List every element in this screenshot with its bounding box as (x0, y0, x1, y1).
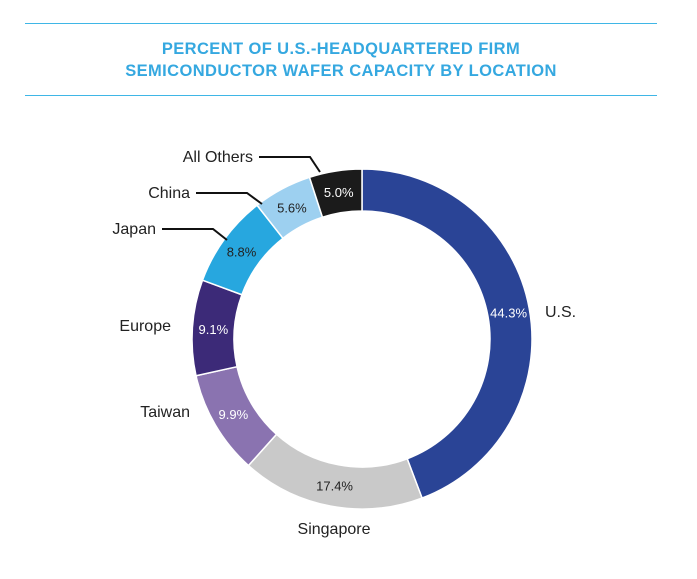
value-label-japan: 8.8% (227, 244, 257, 259)
slice-u-s (361, 168, 533, 500)
slice-all-others (308, 168, 363, 219)
slice-singapore (247, 433, 423, 510)
leader-line-china (196, 192, 263, 205)
chart-title-line-2: SEMICONDUCTOR WAFER CAPACITY BY LOCATION (125, 62, 557, 80)
category-label-taiwan: Taiwan (140, 404, 190, 421)
bottom-divider (25, 95, 657, 96)
value-label-singapore: 17.4% (316, 478, 353, 493)
top-divider (25, 23, 657, 24)
category-label-japan: Japan (112, 221, 156, 238)
category-label-u-s: U.S. (545, 304, 576, 321)
category-label-all-others: All Others (183, 149, 253, 166)
value-label-taiwan: 9.9% (219, 407, 249, 422)
chart-title: PERCENT OF U.S.-HEADQUARTERED FIRM SEMIC… (25, 38, 657, 82)
chart-title-line-1: PERCENT OF U.S.-HEADQUARTERED FIRM (161, 40, 521, 58)
leader-line-all-others (259, 156, 321, 173)
leader-line-japan (162, 228, 228, 241)
value-label-europe: 9.1% (199, 322, 229, 337)
category-label-china: China (148, 185, 190, 202)
category-label-europe: Europe (119, 318, 171, 335)
category-label-singapore: Singapore (298, 521, 371, 538)
value-label-all-others: 5.0% (324, 185, 354, 200)
value-label-u-s: 44.3% (490, 305, 527, 320)
value-label-china: 5.6% (277, 201, 307, 216)
